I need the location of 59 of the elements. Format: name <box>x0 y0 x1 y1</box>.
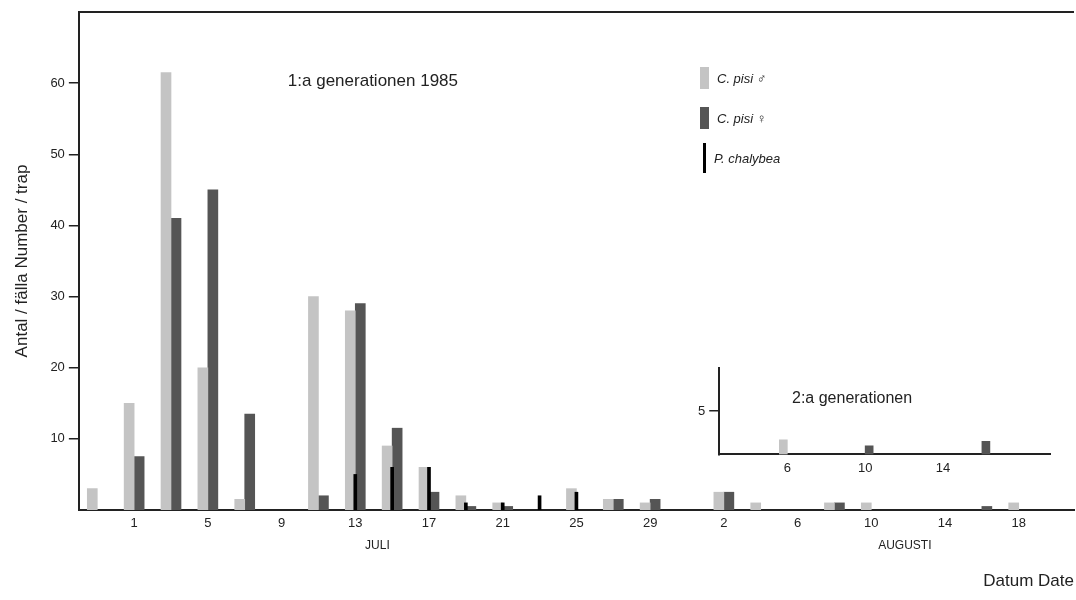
bar <box>344 310 356 510</box>
x-tick-label: 18 <box>1011 515 1026 531</box>
bar <box>500 502 505 510</box>
x-tick-label: 21 <box>495 515 510 531</box>
bar <box>750 502 762 510</box>
bar <box>207 189 219 510</box>
bar <box>612 499 624 510</box>
bar <box>354 303 366 510</box>
bar <box>160 72 172 510</box>
bar <box>649 499 661 510</box>
y-tick-label: 60 <box>50 74 65 90</box>
bar <box>123 402 135 510</box>
x-tick-label: 1 <box>130 515 138 531</box>
text: 1:a generationen 1985 <box>287 71 458 91</box>
bar <box>197 367 209 510</box>
x-tick-label: 6 <box>783 459 791 475</box>
bar <box>234 499 246 510</box>
x-tick-label: 29 <box>642 515 658 531</box>
x-tick-label: 17 <box>421 515 437 531</box>
legend-label: C. pisi ♂ <box>717 70 767 86</box>
x-tick-label: 5 <box>204 515 212 531</box>
x-tick-label: 14 <box>937 515 953 531</box>
bar <box>464 502 468 510</box>
text: 2:a generationen <box>792 388 913 406</box>
bar <box>824 502 835 510</box>
bar <box>86 488 98 510</box>
bar <box>170 217 182 510</box>
bar <box>133 456 145 510</box>
x-axis-title: Datum Date <box>983 571 1074 591</box>
bar <box>1008 502 1020 510</box>
bar <box>244 413 256 510</box>
legend-label: P. chalybea <box>714 150 781 166</box>
y-tick-label: 30 <box>50 288 65 304</box>
text: JULI <box>365 538 390 553</box>
bar <box>860 502 872 510</box>
x-tick-label: 9 <box>277 515 286 531</box>
x-tick-label: 2 <box>720 515 728 531</box>
y-axis-title: Antal / fälla Number / trap <box>11 164 31 358</box>
bar <box>602 499 614 510</box>
x-tick-label: 25 <box>569 515 584 531</box>
y-tick-label: 20 <box>50 359 65 375</box>
bar <box>723 491 735 510</box>
bar <box>713 491 725 510</box>
y-tick-label: 40 <box>50 217 65 233</box>
y-tick-label: 50 <box>50 145 65 161</box>
y-tick-label: 10 <box>50 430 65 446</box>
legend-label: C. pisi ♀ <box>717 110 767 126</box>
x-tick-label: 13 <box>348 515 363 531</box>
bar <box>427 466 431 510</box>
x-tick-label: 10 <box>857 459 873 475</box>
bar <box>308 296 319 510</box>
bar <box>390 466 394 510</box>
text: AUGUSTI <box>878 538 932 553</box>
x-tick-label: 6 <box>793 515 802 531</box>
x-tick-label: 14 <box>935 459 951 475</box>
bar <box>353 474 358 510</box>
x-tick-label: 10 <box>864 515 879 531</box>
bar <box>981 506 993 510</box>
bar <box>318 495 329 510</box>
